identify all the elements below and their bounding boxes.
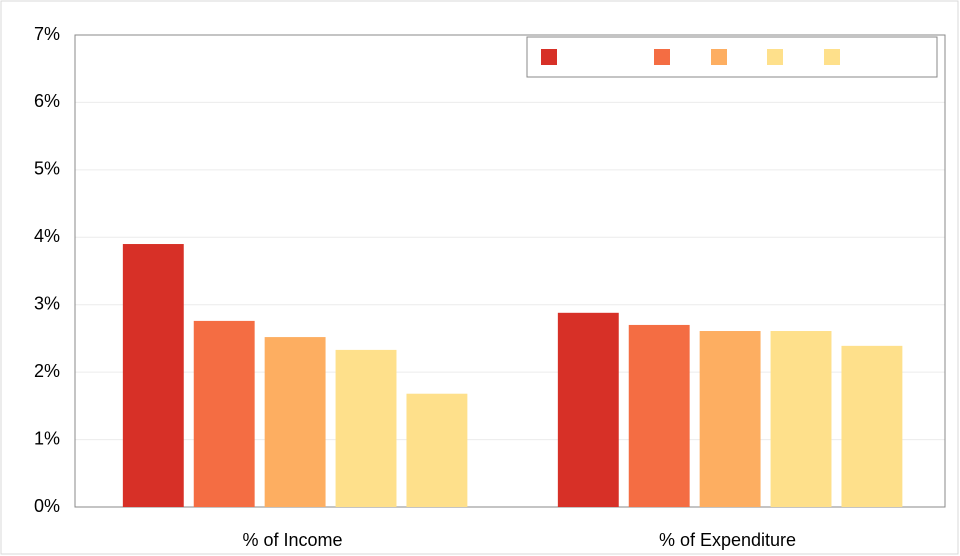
bar — [335, 349, 397, 507]
legend-box — [526, 36, 938, 78]
bar — [557, 312, 619, 507]
legend-swatch — [767, 49, 783, 65]
y-tick-label: 1% — [34, 428, 60, 448]
y-tick-label: 7% — [34, 24, 60, 44]
bar — [122, 244, 184, 507]
y-tick-label: 0% — [34, 496, 60, 516]
y-tick-label: 5% — [34, 159, 60, 179]
legend-swatch — [824, 49, 840, 65]
legend-swatch — [541, 49, 557, 65]
x-tick-label: % of Expenditure — [659, 530, 796, 550]
bar — [699, 331, 761, 507]
y-tick-label: 6% — [34, 91, 60, 111]
plot-area — [74, 34, 946, 508]
bar — [193, 320, 255, 507]
bar — [770, 331, 832, 507]
legend-swatch — [654, 49, 670, 65]
y-tick-label: 2% — [34, 361, 60, 381]
y-tick-label: 4% — [34, 226, 60, 246]
bar — [628, 324, 690, 507]
x-tick-label: % of Income — [242, 530, 342, 550]
bar — [841, 345, 903, 507]
bar — [406, 393, 468, 507]
bar — [264, 337, 326, 507]
legend-swatch — [711, 49, 727, 65]
y-tick-label: 3% — [34, 293, 60, 313]
